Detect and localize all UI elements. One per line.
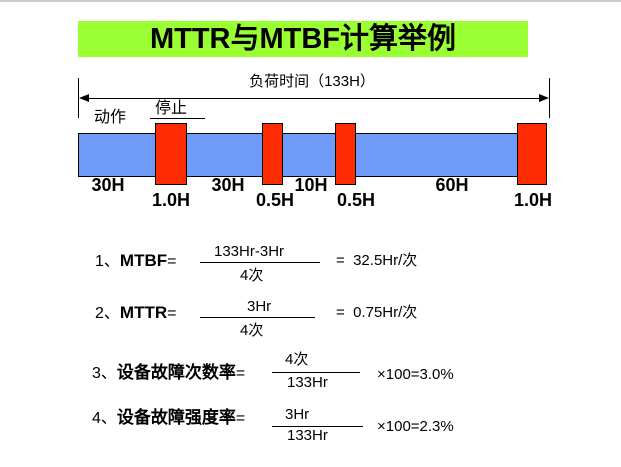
run-duration-label: 30H — [211, 175, 245, 195]
title-banner: MTTR与MTBF计算举例 — [78, 21, 528, 57]
formula-1-result: = 32.5Hr/次 — [336, 252, 418, 269]
run-time-bar — [78, 133, 547, 177]
dimension-line — [87, 98, 541, 99]
action-label: 动作 — [94, 109, 127, 126]
formula-1-denominator: 4次 — [240, 267, 264, 284]
formula-4-numerator: 3Hr — [285, 406, 310, 423]
stop-block-1 — [155, 123, 187, 185]
dimension-tick-left — [78, 78, 79, 118]
formula-2-fraction-bar — [200, 317, 315, 318]
formula-2-numerator: 3Hr — [247, 298, 272, 315]
formula-2-denominator: 4次 — [240, 322, 264, 339]
run-duration-label: 60H — [435, 175, 469, 195]
formula-2-label: 2、MTTR= — [95, 303, 177, 322]
stop-block-2 — [262, 123, 283, 185]
stop-label: 停止 — [155, 100, 188, 117]
run-duration-label: 10H — [294, 175, 328, 195]
arrow-left-icon — [79, 94, 89, 102]
stop-label-underline — [150, 118, 205, 119]
load-time-label: 负荷时间（133H） — [249, 73, 375, 90]
formula-1-fraction-bar — [200, 262, 320, 263]
formula-3-numerator: 4次 — [285, 351, 309, 368]
formula-4-fraction-bar — [272, 426, 363, 427]
formula-4-denominator: 133Hr — [287, 427, 328, 444]
stop-duration-label: 0.5H — [336, 190, 376, 210]
page-title: MTTR与MTBF计算举例 — [149, 22, 457, 55]
formula-4-result: ×100=2.3% — [377, 418, 454, 435]
stop-duration-label: 1.0H — [513, 190, 553, 210]
formula-2-result: = 0.75Hr/次 — [336, 304, 418, 321]
dimension-tick-right — [549, 78, 550, 118]
formula-3-fraction-bar — [272, 372, 360, 373]
formula-3-label: 3、设备故障次数率= — [92, 363, 246, 382]
formula-4-label: 4、设备故障强度率= — [92, 408, 246, 427]
stop-duration-label: 1.0H — [151, 190, 191, 210]
arrow-right-icon — [539, 94, 549, 102]
stop-block-4 — [517, 123, 547, 185]
window-top-border — [0, 0, 621, 2]
stop-block-3 — [335, 123, 356, 185]
formula-3-result: ×100=3.0% — [377, 366, 454, 383]
formula-3-denominator: 133Hr — [287, 374, 328, 391]
formula-1-numerator: 133Hr-3Hr — [214, 243, 285, 260]
run-duration-label: 30H — [91, 175, 125, 195]
stop-duration-label: 0.5H — [255, 190, 295, 210]
formula-1-label: 1、MTBF= — [95, 251, 177, 270]
